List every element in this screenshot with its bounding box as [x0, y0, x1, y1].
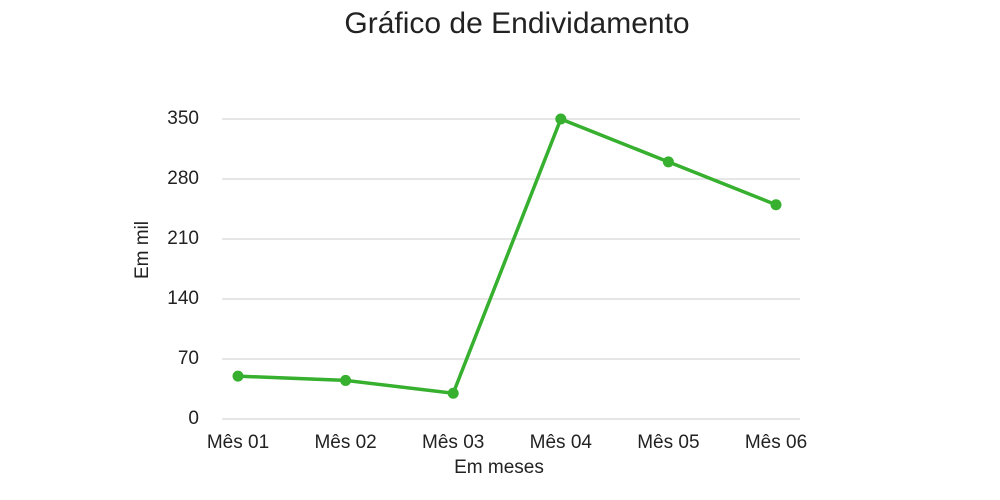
- point: [770, 199, 782, 211]
- y-tick-label: 280: [167, 168, 199, 189]
- chart-title: Gráfico de Endividamento: [344, 7, 689, 40]
- y-tick-label: 0: [188, 408, 199, 429]
- x-tick-label: Mês 04: [530, 432, 593, 453]
- x-tick-label: Mês 05: [637, 432, 699, 453]
- point: [340, 374, 352, 386]
- y-tick-label: 210: [167, 228, 199, 249]
- y-axis-label: Em mil: [132, 221, 153, 279]
- point: [555, 113, 567, 125]
- point: [232, 370, 244, 382]
- x-tick-label: Mês 06: [745, 432, 807, 453]
- y-tick-label: 350: [167, 108, 199, 129]
- x-tick-label: Mês 01: [207, 432, 269, 453]
- line: [237, 116, 777, 396]
- x-tick-label: Mês 03: [422, 432, 484, 453]
- y-tick-label: 140: [167, 288, 199, 309]
- x-tick-label: Mês 02: [314, 432, 376, 453]
- x-axis-label: Em meses: [454, 457, 544, 478]
- point: [447, 387, 459, 399]
- y-tick-label: 70: [178, 348, 199, 369]
- point: [662, 156, 674, 168]
